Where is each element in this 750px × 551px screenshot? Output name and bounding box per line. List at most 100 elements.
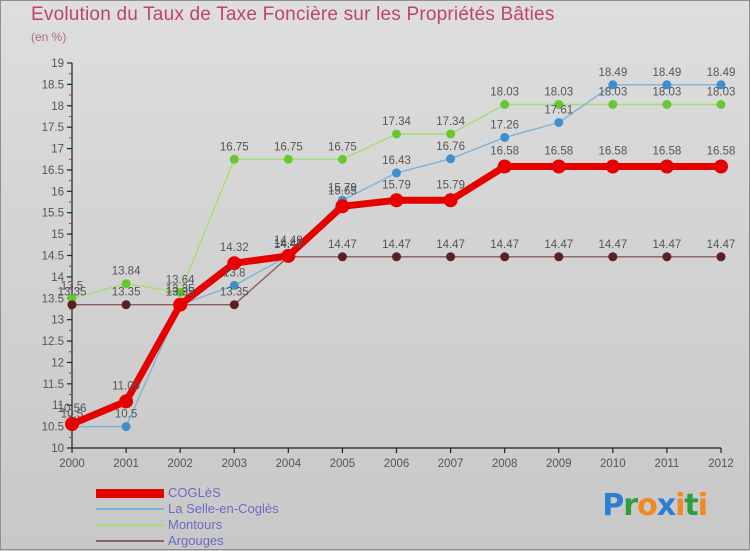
data-point[interactable] — [173, 297, 188, 312]
y-axis-tick-label: 19 — [51, 58, 64, 70]
data-point[interactable] — [283, 154, 293, 164]
data-point-label: 18.49 — [598, 67, 627, 79]
data-point-label: 16.58 — [598, 146, 627, 158]
data-point-label: 15.65 — [328, 185, 357, 197]
data-point[interactable] — [714, 159, 728, 174]
data-point-label: 18.03 — [598, 86, 627, 98]
data-point[interactable] — [662, 100, 672, 109]
data-point[interactable] — [67, 293, 77, 303]
data-point-label: 16.75 — [274, 141, 303, 153]
data-point[interactable] — [392, 168, 401, 178]
data-point-label: 16.58 — [544, 146, 573, 158]
y-axis-tick-label: 10.5 — [42, 422, 64, 434]
legend-item[interactable]: COGLèS — [96, 485, 279, 501]
data-point[interactable] — [716, 80, 726, 90]
data-point[interactable] — [605, 159, 620, 174]
data-point-label: 13.35 — [166, 284, 195, 296]
data-point[interactable] — [446, 129, 456, 139]
data-point[interactable] — [554, 118, 564, 127]
data-point-label: 10.5 — [115, 409, 137, 421]
data-point[interactable] — [662, 80, 672, 90]
data-point-label: 18.49 — [653, 67, 682, 79]
data-point[interactable] — [65, 417, 79, 431]
data-point[interactable] — [229, 300, 239, 310]
legend-item-label: Montours — [168, 517, 223, 532]
data-point-label: 14.47 — [653, 239, 682, 251]
data-point[interactable] — [497, 159, 512, 174]
data-point[interactable] — [551, 159, 566, 174]
data-point[interactable] — [608, 100, 618, 109]
data-point-label: 13.35 — [112, 287, 141, 299]
y-axis-tick-label: 13 — [51, 315, 64, 327]
data-point[interactable] — [389, 193, 404, 208]
legend-item[interactable]: Montours — [96, 517, 279, 533]
y-axis-tick-label: 12 — [51, 357, 64, 369]
data-point[interactable] — [337, 154, 347, 164]
data-point[interactable] — [229, 154, 239, 164]
y-axis-tick-label: 17.5 — [42, 122, 64, 134]
data-point[interactable] — [716, 100, 726, 109]
data-point[interactable] — [337, 252, 347, 262]
data-point[interactable] — [67, 300, 77, 310]
data-point[interactable] — [554, 252, 564, 262]
legend-item-label: Argouges — [168, 533, 224, 548]
data-point[interactable] — [392, 252, 401, 262]
data-point-label: 13.8 — [223, 267, 245, 279]
x-axis-tick-label: 2002 — [167, 458, 193, 470]
data-point-label: 18.03 — [653, 86, 682, 98]
legend-color-swatch — [96, 508, 164, 510]
y-axis-tick-label: 15.5 — [42, 208, 64, 220]
x-axis-tick-label: 2008 — [492, 458, 518, 470]
data-point-label: 10.5 — [61, 409, 83, 421]
data-point-label: 18.49 — [707, 67, 736, 79]
x-axis-tick-label: 2009 — [546, 458, 572, 470]
data-point[interactable] — [716, 252, 726, 262]
data-point[interactable] — [554, 100, 564, 109]
data-point[interactable] — [121, 422, 131, 432]
data-point-label: 18.03 — [544, 86, 573, 98]
y-axis-tick-label: 18 — [51, 101, 64, 113]
data-point[interactable] — [335, 199, 350, 214]
data-point-label: 11.09 — [112, 380, 140, 392]
logo-letter: P — [602, 488, 624, 523]
data-point-label: 16.76 — [436, 141, 465, 153]
data-point[interactable] — [500, 252, 510, 262]
data-point-label: 16.58 — [490, 146, 519, 158]
data-point[interactable] — [392, 129, 401, 139]
data-point[interactable] — [500, 100, 510, 109]
data-point[interactable] — [608, 80, 618, 90]
legend-item[interactable]: La Selle-en-Coglès — [96, 501, 279, 517]
legend-color-swatch — [96, 524, 164, 526]
data-point[interactable] — [175, 287, 185, 297]
series-Montours — [67, 100, 726, 303]
data-point[interactable] — [500, 132, 510, 142]
x-axis-tick-label: 2003 — [221, 458, 247, 470]
data-point-label: 14.32 — [220, 242, 249, 254]
data-point[interactable] — [229, 280, 239, 290]
data-point[interactable] — [662, 252, 672, 262]
data-point-label: 14.47 — [490, 239, 519, 251]
data-point[interactable] — [446, 252, 456, 262]
data-point-label: 17.26 — [490, 119, 519, 131]
logo-letter: r — [623, 488, 638, 523]
data-point[interactable] — [608, 252, 618, 262]
data-point[interactable] — [227, 256, 242, 271]
data-point[interactable] — [121, 300, 131, 310]
legend-item[interactable]: Argouges — [96, 533, 279, 549]
data-point-label: 17.34 — [382, 116, 411, 128]
y-axis-tick-label: 13.5 — [42, 293, 64, 305]
data-point[interactable] — [443, 193, 458, 208]
data-point-label: 16.58 — [707, 146, 736, 158]
data-point-label: 17.61 — [544, 104, 573, 116]
data-point-label: 14.49 — [274, 235, 303, 247]
data-point-label: 18.03 — [707, 86, 736, 98]
data-point[interactable] — [121, 279, 131, 289]
legend-item-label: La Selle-en-Coglès — [168, 501, 279, 516]
chart-unit-subtitle: (en %) — [31, 30, 67, 44]
data-point[interactable] — [659, 159, 674, 174]
data-point[interactable] — [119, 394, 134, 409]
data-point[interactable] — [446, 154, 456, 164]
data-point[interactable] — [281, 248, 296, 263]
